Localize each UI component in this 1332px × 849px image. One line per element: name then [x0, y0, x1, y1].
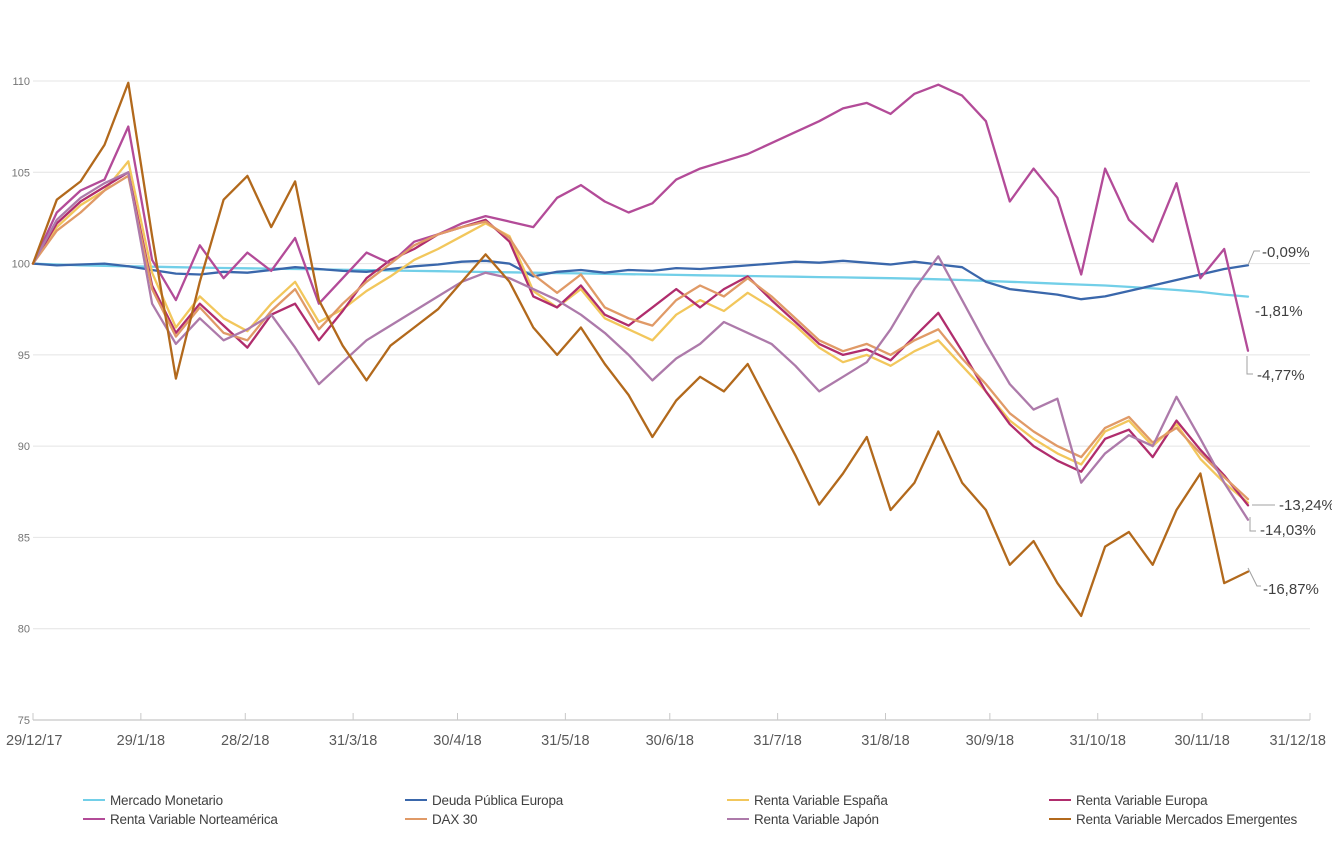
x-tick-label: 31/7/18: [753, 733, 801, 749]
series-line-renta-variable-norteamerica: [31, 83, 1250, 352]
y-tick-label: 100: [12, 259, 30, 271]
legend-swatch-icon: [1049, 798, 1071, 802]
series-line-deuda-publica-europa: [31, 259, 1250, 301]
x-tick-label: 31/3/18: [329, 733, 377, 749]
legend-swatch-icon: [1049, 817, 1071, 821]
legend-label: Renta Variable Europa: [1076, 792, 1208, 808]
annotation-leader-line: [1247, 567, 1261, 587]
y-tick-label: 110: [12, 76, 30, 88]
x-tick-label: 28/2/18: [221, 733, 269, 749]
x-tick-label: 30/11/18: [1174, 733, 1229, 749]
legend-item-renta-variable-japon[interactable]: Renta Variable Japón: [727, 811, 1049, 827]
legend-swatch-icon: [83, 817, 105, 821]
legend-item-renta-variable-norteamerica[interactable]: Renta Variable Norteamérica: [83, 811, 405, 827]
x-tick-label: 31/8/18: [861, 733, 909, 749]
legend-label: Renta Variable Norteamérica: [110, 811, 278, 827]
legend-label: Mercado Monetario: [110, 792, 223, 808]
x-tick-label: 30/6/18: [646, 733, 694, 749]
series-line-renta-variable-mercados-emergentes: [31, 81, 1250, 618]
annotation-label: -16,87%: [1263, 581, 1319, 598]
y-tick-label: 95: [18, 350, 30, 362]
x-tick-label: 29/12/17: [6, 733, 62, 749]
legend-swatch-icon: [727, 817, 749, 821]
annotation-leader-line: [1247, 250, 1260, 266]
chart-legend: Mercado Monetario Deuda Pública Europa R…: [83, 792, 1332, 827]
annotation-label: -0,09%: [1262, 244, 1310, 261]
annotation-leader-line: [1249, 517, 1256, 532]
legend-item-renta-variable-espana[interactable]: Renta Variable España: [727, 792, 1049, 808]
legend-swatch-icon: [405, 798, 427, 802]
annotation-label: -1,81%: [1255, 303, 1303, 320]
legend-item-mercado-monetario[interactable]: Mercado Monetario: [83, 792, 405, 808]
x-tick-label: 29/1/18: [117, 733, 165, 749]
x-tick-label: 31/12/18: [1270, 733, 1326, 749]
y-tick-label: 105: [12, 167, 30, 179]
annotation-label: -14,03%: [1260, 522, 1316, 539]
series-line-renta-variable-japon: [31, 171, 1250, 521]
legend-label: Renta Variable España: [754, 792, 888, 808]
y-tick-label: 80: [18, 624, 30, 636]
legend-item-deuda-publica-europa[interactable]: Deuda Pública Europa: [405, 792, 727, 808]
annotation-label: -4,77%: [1257, 367, 1305, 384]
legend-label: DAX 30: [432, 811, 478, 827]
legend-label: Renta Variable Japón: [754, 811, 879, 827]
legend-label: Renta Variable Mercados Emergentes: [1076, 811, 1298, 827]
legend-swatch-icon: [405, 817, 427, 821]
x-tick-label: 31/5/18: [541, 733, 589, 749]
legend-item-renta-variable-mercados-emergentes[interactable]: Renta Variable Mercados Emergentes: [1049, 811, 1332, 827]
legend-item-dax-30[interactable]: DAX 30: [405, 811, 727, 827]
performance-line-chart: 75 80 85 90 95 100 105 110 29/12/17 29/1/18 28/2/1…: [6, 76, 1332, 749]
legend-label: Deuda Pública Europa: [432, 792, 564, 808]
annotation-leader-line: [1246, 356, 1253, 375]
legend-item-renta-variable-europa[interactable]: Renta Variable Europa: [1049, 792, 1332, 808]
series-line-mercado-monetario: [31, 262, 1250, 298]
series-line-renta-variable-espana: [31, 160, 1250, 504]
legend-swatch-icon: [727, 798, 749, 802]
legend-swatch-icon: [83, 798, 105, 802]
x-tick-label: 30/4/18: [433, 733, 481, 749]
annotation-label: -13,24%: [1279, 497, 1332, 514]
y-tick-label: 90: [18, 441, 30, 453]
x-tick-label: 30/9/18: [966, 733, 1014, 749]
x-tick-label: 31/10/18: [1070, 733, 1126, 749]
y-tick-label: 85: [18, 532, 30, 544]
y-tick-label: 75: [18, 715, 30, 727]
series-line-dax-30: [31, 174, 1250, 501]
